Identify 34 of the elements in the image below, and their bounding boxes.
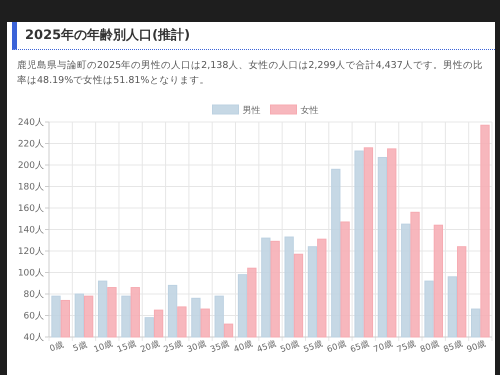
legend-label: 男性 [242, 105, 260, 116]
x-tick-label: 70歳 [372, 338, 394, 356]
y-tick-label: 180人 [18, 182, 44, 192]
x-tick-label: 10歳 [92, 338, 115, 356]
x-tick-label: 15歳 [116, 338, 138, 356]
y-tick-label: 120人 [18, 246, 44, 257]
y-tick-label: 140人 [18, 224, 44, 236]
x-tick-label: 35歳 [208, 338, 232, 356]
x-tick-label: 90歳 [465, 338, 488, 356]
y-tick-label: 100人 [18, 268, 44, 278]
y-tick-label: 220人 [18, 138, 44, 150]
x-tick-label: 50歳 [278, 338, 302, 356]
x-tick-label: 65歳 [348, 338, 372, 356]
y-tick-label: 80人 [24, 289, 44, 300]
x-tick-label: 0歳 [48, 339, 66, 354]
x-tick-label: 20歳 [138, 338, 162, 356]
y-tick-label: 200人 [18, 160, 44, 171]
x-tick-label: 5歳 [71, 339, 89, 354]
x-tick-label: 30歳 [186, 338, 208, 356]
x-tick-label: 45歳 [255, 338, 278, 356]
y-tick-label: 240人 [18, 117, 44, 128]
x-tick-label: 80歳 [418, 338, 442, 356]
chart-subtitle: 鹿児島県与論町の2025年の男性の人口は2,138人、女性の人口は2,299人で合計4,437人です。男性の比率は48.19%で女性は51.81%となります。 [17, 59, 484, 88]
x-tick-label: 75歳 [395, 338, 418, 356]
x-tick-label: 85歳 [442, 338, 464, 356]
chart-title: 2025年の年齢別人口(推計) [12, 22, 495, 50]
x-tick-label: 40歳 [232, 338, 255, 356]
legend-label: 女性 [300, 105, 318, 116]
x-tick-label: 55歳 [302, 338, 324, 356]
y-tick-label: 160人 [18, 203, 44, 214]
y-tick-label: 60人 [24, 310, 44, 322]
y-tick-label: 40人 [24, 332, 44, 343]
x-tick-label: 60歳 [325, 338, 348, 356]
x-tick-label: 25歳 [162, 338, 185, 356]
